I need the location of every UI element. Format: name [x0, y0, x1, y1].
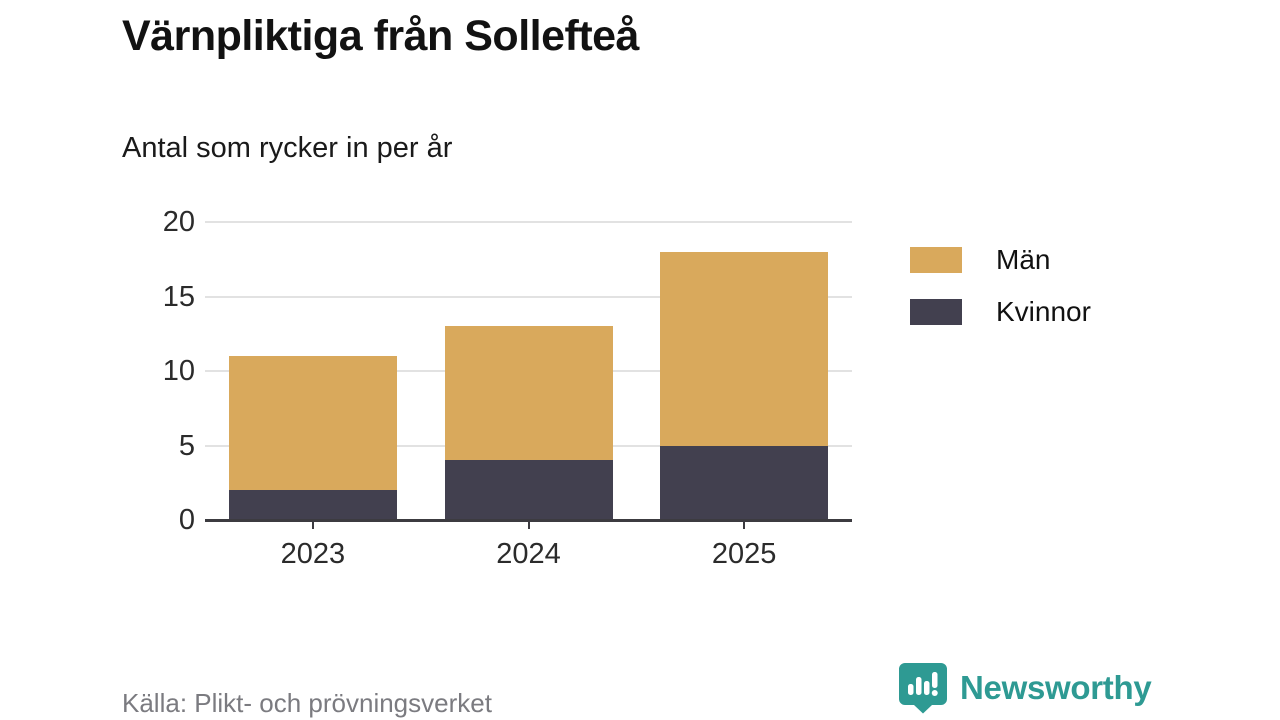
bar-segment-män-2024: [444, 326, 613, 461]
y-axis-label: 15: [162, 280, 195, 313]
legend-label: Kvinnor: [996, 296, 1091, 327]
bar-segment-kvinnor-2024: [444, 460, 613, 520]
brand-logo: Newsworthy: [898, 662, 1152, 714]
chart-subtitle: Antal som rycker in per år: [122, 132, 453, 164]
x-axis-tick: [527, 520, 530, 529]
bar-segment-män-2023: [228, 356, 397, 491]
chart-title: Värnpliktiga från Sollefteå: [122, 12, 639, 60]
y-axis-label: 5: [178, 429, 195, 462]
x-axis-label: 2024: [496, 538, 561, 570]
newsworthy-icon: [899, 663, 947, 714]
legend-swatch: [910, 247, 962, 273]
y-axis-label: 0: [178, 504, 195, 536]
bar-segment-kvinnor-2025: [660, 445, 829, 520]
legend-label: Män: [996, 244, 1051, 275]
gridline: [205, 295, 852, 298]
x-axis-line: [205, 519, 852, 522]
x-axis-label: 2025: [711, 538, 777, 570]
bar-segment-män-2025: [660, 251, 829, 446]
source-text: Källa: Plikt- och prövningsverket: [122, 688, 492, 718]
legend-item-kvinnor: Kvinnor: [910, 296, 1091, 328]
gridline: [205, 221, 852, 223]
legend-swatch: [910, 299, 962, 325]
brand-name: Newsworthy: [960, 669, 1152, 706]
y-axis-label: 20: [162, 206, 195, 238]
bar-segment-kvinnor-2023: [228, 490, 397, 520]
plot-area: [205, 221, 852, 529]
x-axis-tick: [743, 520, 746, 529]
x-axis-label: 2023: [280, 538, 346, 570]
legend-item-män: Män: [910, 244, 1091, 276]
y-axis-label: 10: [162, 355, 195, 387]
x-axis-tick: [311, 520, 314, 529]
legend: Män Kvinnor: [910, 244, 1091, 348]
